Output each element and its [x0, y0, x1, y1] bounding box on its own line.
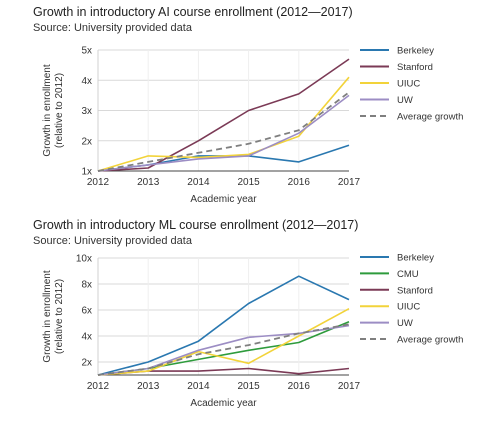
y-tick-label: 10x: [76, 254, 92, 265]
x-tick-label: 2015: [237, 177, 260, 188]
series-line-average-growth: [97, 91, 350, 172]
y-axis-label: Growth in enrollment(relative to 2012): [42, 270, 65, 362]
x-tick-label: 2012: [87, 177, 110, 188]
chart-2: Growth in introductory ML course enrollm…: [33, 218, 463, 409]
x-tick-label: 2013: [137, 381, 160, 392]
chart-subtitle: Source: University provided data: [33, 235, 193, 247]
y-axis-label-line: (relative to 2012): [54, 73, 65, 148]
gridlines: [98, 257, 349, 375]
series-line-uw: [97, 94, 350, 172]
y-tick-label: 2x: [81, 358, 92, 369]
series-line-stanford: [97, 58, 350, 172]
legend-label-average-growth: Average growth: [397, 112, 463, 123]
y-tick-label: 4x: [81, 332, 92, 343]
y-tick-label: 8x: [81, 280, 92, 291]
x-tick-label: 2015: [237, 381, 260, 392]
legend: Berkeley Stanford UIUC UW Average growth: [360, 46, 463, 123]
y-tick-label: 3x: [81, 106, 92, 117]
series-line-berkeley: [97, 275, 350, 376]
x-axis-label: Academic year: [190, 194, 257, 205]
x-tick-label: 2017: [338, 381, 361, 392]
y-axis-label-line: Growth in enrollment: [42, 270, 53, 362]
legend-label-average-growth: Average growth: [397, 335, 463, 346]
chart-title: Growth in introductory ML course enrollm…: [33, 218, 358, 232]
legend-label-uiuc: UIUC: [397, 79, 420, 90]
x-tick-label: 2016: [288, 381, 311, 392]
x-tick-label: 2014: [187, 381, 210, 392]
chart-title: Growth in introductory AI course enrollm…: [33, 5, 353, 19]
legend-label-cmu: CMU: [397, 269, 419, 280]
x-tick-label: 2016: [288, 177, 311, 188]
chart-1: Growth in introductory AI course enrollm…: [33, 5, 463, 205]
y-axis-label-line: (relative to 2012): [54, 279, 65, 354]
y-tick-label: 1x: [81, 167, 92, 178]
y-axis-label-line: Growth in enrollment: [42, 64, 53, 156]
y-axis-label: Growth in enrollment(relative to 2012): [42, 64, 65, 156]
x-tick-label: 2014: [187, 177, 210, 188]
legend-label-stanford: Stanford: [397, 285, 433, 296]
legend-label-uw: UW: [397, 95, 413, 106]
y-tick-label: 5x: [81, 46, 92, 57]
y-tick-label: 4x: [81, 76, 92, 87]
x-tick-label: 2013: [137, 177, 160, 188]
legend-label-uiuc: UIUC: [397, 302, 420, 313]
x-axis-label: Academic year: [190, 398, 257, 409]
series-line-uw: [97, 324, 350, 376]
legend-label-berkeley: Berkeley: [397, 46, 434, 57]
legend-label-uw: UW: [397, 318, 413, 329]
x-tick-label: 2017: [338, 177, 361, 188]
legend: Berkeley CMU Stanford UIUC UW Average growth: [360, 253, 463, 346]
chart-subtitle: Source: University provided data: [33, 22, 193, 34]
gridlines: [98, 49, 349, 172]
y-tick-label: 2x: [81, 136, 92, 147]
legend-label-berkeley: Berkeley: [397, 253, 434, 264]
legend-label-stanford: Stanford: [397, 62, 433, 73]
y-tick-label: 6x: [81, 306, 92, 317]
x-tick-label: 2012: [87, 381, 110, 392]
series-line-average-growth: [97, 323, 350, 376]
